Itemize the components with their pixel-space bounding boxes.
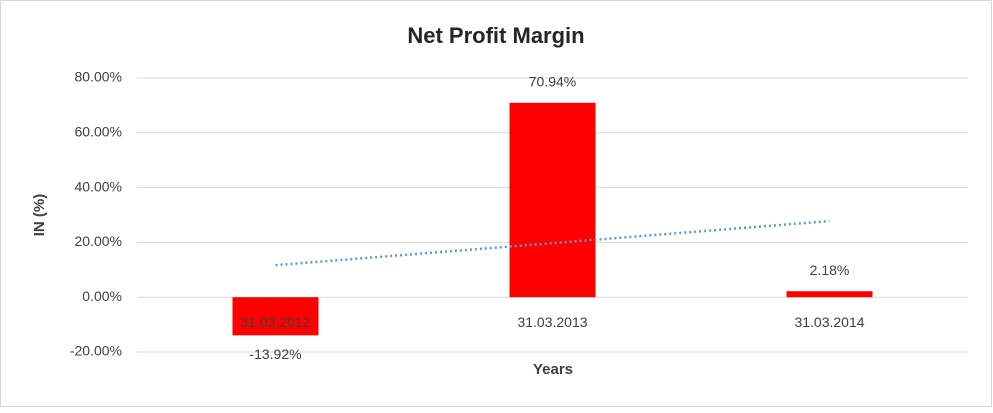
bar xyxy=(509,102,596,298)
value-label: 2.18% xyxy=(810,262,850,278)
value-label: 70.94% xyxy=(529,74,576,90)
y-tick-label: 20.00% xyxy=(75,233,122,249)
x-tick-label: 31.03.2012 xyxy=(240,314,310,330)
y-axis-label: IN (%) xyxy=(31,194,48,237)
x-axis-label: Years xyxy=(533,361,573,378)
x-tick-label: 31.03.2014 xyxy=(794,314,864,330)
value-label: -13.92% xyxy=(249,346,301,362)
bar xyxy=(232,297,319,336)
x-tick-label: 31.03.2013 xyxy=(517,314,587,330)
y-tick-label: 60.00% xyxy=(75,124,122,140)
y-tick-label: 40.00% xyxy=(75,178,122,194)
bar xyxy=(786,291,873,298)
y-tick-label: 80.00% xyxy=(75,69,122,85)
chart-title: Net Profit Margin xyxy=(407,23,584,48)
y-tick-label: 0.00% xyxy=(82,288,122,304)
y-tick-label: -20.00% xyxy=(70,343,122,359)
